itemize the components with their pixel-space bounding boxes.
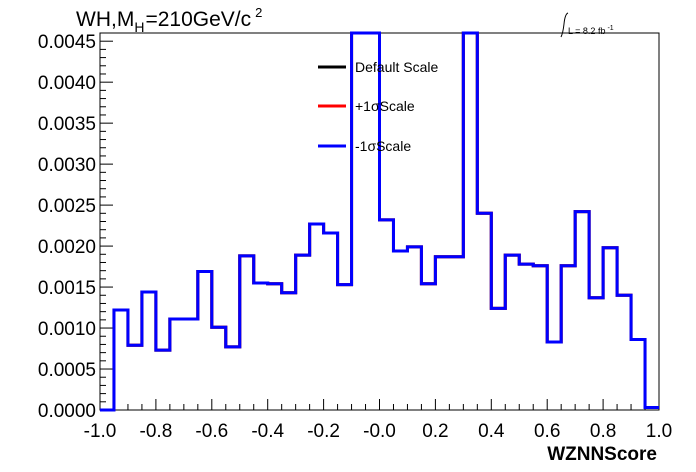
legend-label-2: -1σScale (355, 138, 411, 154)
x-tick-label: -0.0 (363, 421, 396, 442)
series-layer (100, 31, 659, 412)
x-tick-label: 0.8 (590, 421, 616, 442)
y-tick-label: 0.0020 (38, 237, 96, 258)
legend: Default Scale +1σScale -1σScale (318, 59, 438, 154)
y-tick-label: 0.0045 (38, 32, 96, 53)
x-tick-label: -0.4 (251, 421, 284, 442)
x-tick-label: -0.2 (307, 421, 340, 442)
integral-sign-icon (560, 12, 569, 38)
legend-label-0: Default Scale (355, 59, 438, 75)
luminosity-label: L = 8.2 fb -1 (560, 12, 614, 38)
x-axis-label: WZNNScore (547, 444, 657, 465)
svg-text:L = 8.2 fb-1: L = 8.2 fb -1 (568, 25, 614, 36)
y-tick-label: 0.0030 (38, 155, 96, 176)
y-tick-label: 0.0015 (38, 278, 96, 299)
y-tick-label: 0.0000 (38, 401, 96, 422)
x-tick-label: 0.2 (422, 421, 448, 442)
y-tick-label: 0.0035 (38, 114, 96, 135)
x-tick-label: 0.6 (534, 421, 560, 442)
x-tick-label: -1.0 (84, 421, 117, 442)
y-tick-label: 0.0010 (38, 319, 96, 340)
y-tick-label: 0.0040 (38, 73, 96, 94)
y-tick-label: 0.0025 (38, 196, 96, 217)
x-tick-label: 0.4 (478, 421, 505, 442)
x-tick-label: -0.6 (195, 421, 228, 442)
y-tick-label: 0.0005 (38, 360, 96, 381)
x-axis: -1.0 -0.8 -0.6 -0.4 -0.2 -0.0 0.2 0.4 0.6 0.8 1.0 (84, 399, 672, 442)
chart-title: WH,MH=210GeV/c 2 (76, 5, 262, 35)
x-tick-label: -0.8 (140, 421, 173, 442)
x-tick-label: 1.0 (646, 421, 672, 442)
y-axis: 0.0000 0.0005 0.0010 0.0015 0.0020 0.0025 0.00… (38, 32, 113, 422)
legend-label-1: +1σScale (355, 98, 415, 114)
series-line-2 (100, 31, 659, 412)
